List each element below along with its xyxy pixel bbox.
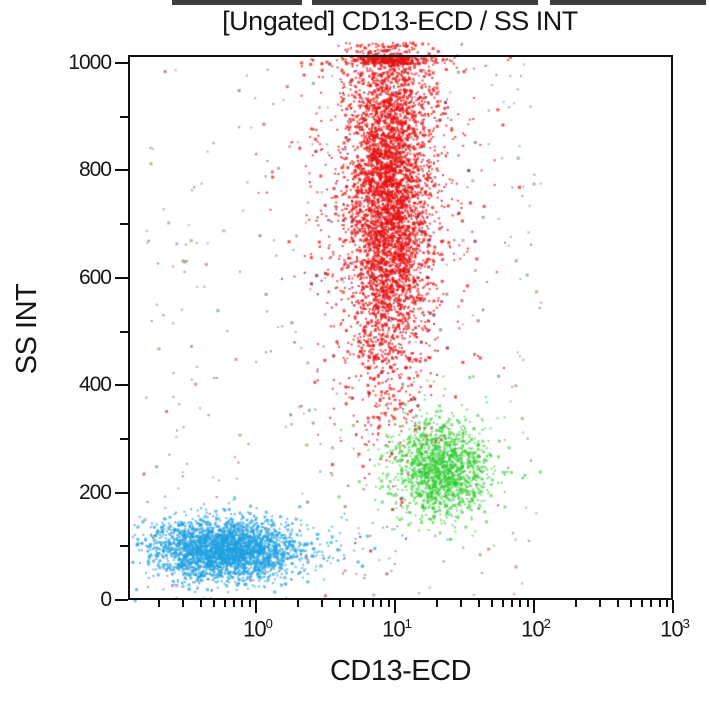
x-minor-tick — [297, 600, 299, 607]
x-minor-tick — [213, 600, 215, 607]
y-minor-tick — [120, 438, 128, 440]
x-minor-tick — [436, 600, 438, 607]
y-tick-label: 400 — [78, 373, 112, 396]
x-minor-tick — [527, 600, 529, 607]
x-minor-tick — [224, 600, 226, 607]
y-major-tick — [115, 599, 128, 601]
x-minor-tick — [372, 600, 374, 607]
x-major-tick — [255, 600, 257, 613]
x-minor-tick — [200, 600, 202, 607]
y-major-tick — [115, 492, 128, 494]
screenshot-top-artifact-segment — [312, 0, 538, 5]
y-tick-label: 600 — [78, 266, 112, 289]
x-tick-label: 100 — [243, 616, 273, 642]
x-minor-tick — [511, 600, 513, 607]
y-tick-label: 800 — [78, 158, 112, 181]
x-minor-tick — [241, 600, 243, 607]
x-tick-label: 103 — [660, 616, 690, 642]
x-minor-tick — [641, 600, 643, 607]
screenshot-top-artifact-segment — [550, 0, 706, 5]
x-minor-tick — [339, 600, 341, 607]
y-major-tick — [115, 62, 128, 64]
x-minor-tick — [380, 600, 382, 607]
y-tick-label: 0 — [100, 588, 112, 611]
x-tick-label: 102 — [521, 616, 551, 642]
x-major-tick — [672, 600, 674, 613]
x-minor-tick — [182, 600, 184, 607]
x-tick-label: 101 — [382, 616, 412, 642]
x-minor-tick — [659, 600, 661, 607]
y-tick-label: 1000 — [68, 51, 112, 74]
x-minor-tick — [519, 600, 521, 607]
x-minor-tick — [233, 600, 235, 607]
x-major-tick — [533, 600, 535, 613]
x-minor-tick — [363, 600, 365, 607]
x-minor-tick — [249, 600, 251, 607]
y-major-tick — [115, 169, 128, 171]
x-minor-tick — [650, 600, 652, 607]
x-major-tick — [394, 600, 396, 613]
plot-area — [128, 55, 673, 600]
x-minor-tick — [575, 600, 577, 607]
x-minor-tick — [388, 600, 390, 607]
x-minor-tick — [630, 600, 632, 607]
x-minor-tick — [478, 600, 480, 607]
x-minor-tick — [460, 600, 462, 607]
y-minor-tick — [120, 545, 128, 547]
y-tick-label: 200 — [78, 481, 112, 504]
x-minor-tick — [502, 600, 504, 607]
y-major-tick — [115, 384, 128, 386]
screenshot-top-artifact-segment — [172, 0, 302, 5]
y-major-tick — [115, 277, 128, 279]
y-minor-tick — [120, 331, 128, 333]
x-minor-tick — [158, 600, 160, 607]
x-minor-tick — [321, 600, 323, 607]
y-minor-tick — [120, 116, 128, 118]
x-minor-tick — [491, 600, 493, 607]
y-minor-tick — [120, 223, 128, 225]
x-minor-tick — [352, 600, 354, 607]
x-minor-tick — [599, 600, 601, 607]
x-minor-tick — [666, 600, 668, 607]
x-minor-tick — [617, 600, 619, 607]
